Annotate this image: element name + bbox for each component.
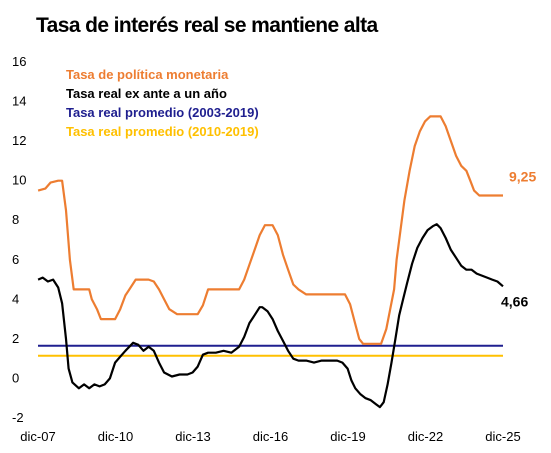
end-labels: 9,25 4,66 [501, 169, 536, 310]
x-tick-label: dic-22 [408, 429, 443, 444]
y-tick-label: 12 [12, 133, 26, 148]
y-tick-label: 0 [12, 370, 19, 385]
legend-entry-2: Tasa real ex ante a un año [66, 86, 227, 101]
end-label-2: 4,66 [501, 293, 528, 309]
y-tick-label: 6 [12, 252, 19, 267]
end-label-1: 9,25 [509, 169, 536, 185]
x-axis: dic-07 dic-10 dic-13 dic-16 dic-19 dic-22 dic-… [20, 429, 520, 444]
y-tick-label: 10 [12, 173, 26, 188]
x-tick-label: dic-19 [330, 429, 365, 444]
y-tick-label: 16 [12, 54, 26, 69]
series-line-1 [37, 115, 503, 345]
y-tick-label: 14 [12, 94, 26, 109]
x-tick-label: dic-10 [98, 429, 133, 444]
page-title: Tasa de interés real se mantiene alta [36, 14, 378, 37]
y-tick-label: 4 [12, 291, 19, 306]
series-layer [37, 115, 504, 409]
x-tick-label: dic-07 [20, 429, 55, 444]
legend: Tasa de política monetaria Tasa real ex a… [66, 67, 259, 139]
y-tick-label: -2 [12, 410, 24, 425]
series-line-2 [37, 223, 504, 409]
x-tick-label: dic-13 [175, 429, 210, 444]
legend-entry-3: Tasa real promedio (2003-2019) [66, 105, 259, 120]
legend-entry-1: Tasa de política monetaria [66, 67, 229, 82]
x-tick-label: dic-25 [485, 429, 520, 444]
x-tick-label: dic-16 [253, 429, 288, 444]
y-tick-label: 2 [12, 331, 19, 346]
y-axis: -2 0 2 4 6 8 10 12 14 16 [12, 54, 26, 425]
legend-entry-4: Tasa real promedio (2010-2019) [66, 124, 259, 139]
y-tick-label: 8 [12, 212, 19, 227]
